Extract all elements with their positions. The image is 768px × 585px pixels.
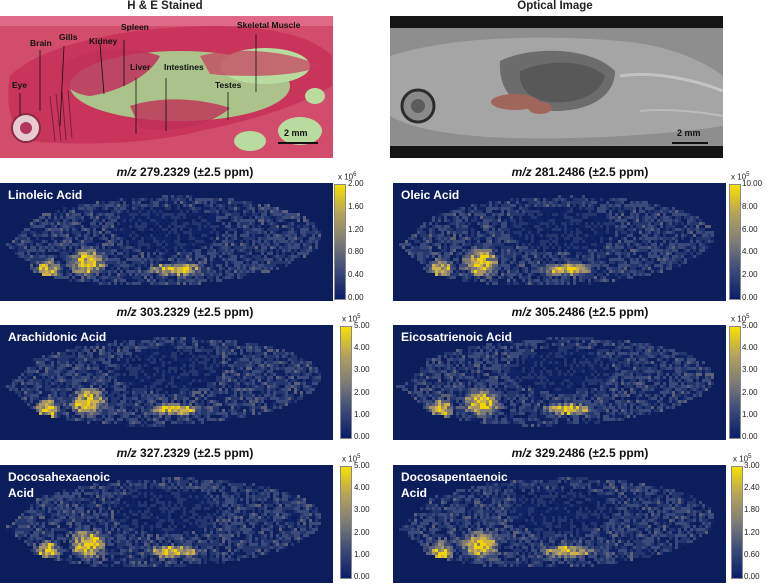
panel-2-title: m/z 281.2486 (±2.5 ppm) xyxy=(511,165,649,179)
colorbar-tick: 0.00 xyxy=(354,432,370,441)
label-spleen: Spleen xyxy=(121,22,149,32)
panel-4-colorbar xyxy=(729,326,741,439)
panel-1-heatmap: Linoleic Acid xyxy=(0,183,333,301)
panel-5-exponent: x 105 xyxy=(342,454,361,464)
colorbar-tick: 3.00 xyxy=(744,461,760,470)
colorbar-tick: 0.60 xyxy=(744,549,760,559)
he-heading: H & E Stained xyxy=(127,0,203,12)
label-intestines: Intestines xyxy=(164,62,204,72)
panel-5-lipid-name: Docosahexaenoic Acid xyxy=(8,470,111,500)
panel-5-colorbar xyxy=(340,466,352,579)
panel-3-colorbar xyxy=(340,326,352,439)
label-liver: Liver xyxy=(130,62,151,72)
colorbar-tick: 5.00 xyxy=(742,321,758,330)
colorbar-tick: 5.00 xyxy=(354,461,370,470)
panel-1-lipid-name: Linoleic Acid xyxy=(8,188,83,202)
panel-3-exponent: x 105 xyxy=(342,314,361,324)
colorbar-tick: 3.00 xyxy=(742,365,758,375)
panel-2-exponent: x 105 xyxy=(731,172,750,182)
colorbar-tick: 4.00 xyxy=(354,343,370,353)
ion-image-pixels xyxy=(6,195,321,285)
optical-heading: Optical Image xyxy=(517,0,593,12)
colorbar-tick: 8.00 xyxy=(742,201,758,211)
ion-image-pixels xyxy=(399,477,714,567)
he-scalebar-label: 2 mm xyxy=(284,128,308,138)
colorbar-tick: 3.00 xyxy=(354,365,370,375)
panel-5-heatmap: Docosahexaenoic Acid xyxy=(0,465,333,583)
optical-image: 2 mm xyxy=(390,16,723,158)
optical-scalebar-label: 2 mm xyxy=(677,128,701,138)
colorbar-tick: 2.00 xyxy=(742,270,758,280)
colorbar-tick: 2.00 xyxy=(742,387,758,397)
colorbar-tick: 0.40 xyxy=(348,270,364,280)
panel-2-heatmap: Oleic Acid xyxy=(393,183,726,301)
colorbar-tick: 1.00 xyxy=(354,549,370,559)
panel-3-title: m/z 303.2329 (±2.5 ppm) xyxy=(116,305,254,319)
panel-6-heatmap: Docosapentaenoic Acid xyxy=(393,465,726,583)
colorbar-tick: 1.20 xyxy=(348,224,364,234)
panel-3-heatmap: Arachidonic Acid xyxy=(0,325,333,440)
ion-image-pixels xyxy=(3,337,321,427)
colorbar-tick: 10.00 xyxy=(742,179,763,188)
colorbar-tick: 2.40 xyxy=(744,483,760,493)
colorbar-tick: 1.80 xyxy=(744,505,760,515)
label-brain: Brain xyxy=(30,38,52,48)
panel-2-lipid-name: Oleic Acid xyxy=(401,188,460,202)
panel-2-colorbar xyxy=(729,184,741,300)
label-skeletal-muscle: Skeletal Muscle xyxy=(237,20,301,30)
panel-6-colorbar xyxy=(731,466,743,579)
colorbar-tick: 0.80 xyxy=(348,247,364,257)
colorbar-tick: 1.60 xyxy=(348,201,364,211)
colorbar-tick: 0.00 xyxy=(744,572,760,581)
label-kidney: Kidney xyxy=(89,36,118,46)
panel-5-title: m/z 327.2329 (±2.5 ppm) xyxy=(116,446,254,460)
panel-1-colorbar xyxy=(334,184,346,300)
colorbar-tick: 1.20 xyxy=(744,527,760,537)
he-tissue-drawing xyxy=(0,16,333,158)
panel-6-exponent: x 105 xyxy=(733,454,752,464)
label-gills: Gills xyxy=(59,32,78,42)
colorbar-tick: 4.00 xyxy=(742,343,758,353)
colorbar-tick: 5.00 xyxy=(354,321,370,330)
panel-4-lipid-name: Eicosatrienoic Acid xyxy=(401,330,512,344)
colorbar-tick: 0.00 xyxy=(742,432,758,441)
colorbar-tick: 4.00 xyxy=(742,247,758,257)
colorbar-tick: 4.00 xyxy=(354,483,370,493)
colorbar-tick: 0.00 xyxy=(348,293,364,302)
panel-4-exponent: x 105 xyxy=(731,314,750,324)
panel-4-heatmap: Eicosatrienoic Acid xyxy=(393,325,726,440)
colorbar-tick: 3.00 xyxy=(354,505,370,515)
colorbar-tick: 6.00 xyxy=(742,224,758,234)
colorbar-tick: 2.00 xyxy=(354,387,370,397)
ion-image-pixels xyxy=(396,337,714,427)
colorbar-tick: 0.00 xyxy=(354,572,370,581)
label-eye: Eye xyxy=(12,80,28,90)
panel-3-lipid-name: Arachidonic Acid xyxy=(8,330,107,344)
colorbar-tick: 2.00 xyxy=(348,179,364,188)
panel-4-title: m/z 305.2486 (±2.5 ppm) xyxy=(511,305,649,319)
panel-1-exponent: x 106 xyxy=(338,172,357,182)
he-stained-image: Brain Gills Kidney Spleen Skeletal Muscl… xyxy=(0,16,333,158)
ion-image-pixels xyxy=(399,195,714,285)
label-testes: Testes xyxy=(215,80,242,90)
colorbar-tick: 1.00 xyxy=(742,409,758,419)
panel-1-title: m/z 279.2329 (±2.5 ppm) xyxy=(116,165,254,179)
optical-tissue-drawing xyxy=(390,16,723,158)
ion-image-pixels xyxy=(6,477,321,567)
colorbar-tick: 1.00 xyxy=(354,409,370,419)
panel-6-title: m/z 329.2486 (±2.5 ppm) xyxy=(511,446,649,460)
colorbar-tick: 2.00 xyxy=(354,527,370,537)
colorbar-tick: 0.00 xyxy=(742,293,758,302)
panel-6-lipid-name: Docosapentaenoic Acid xyxy=(401,470,508,500)
